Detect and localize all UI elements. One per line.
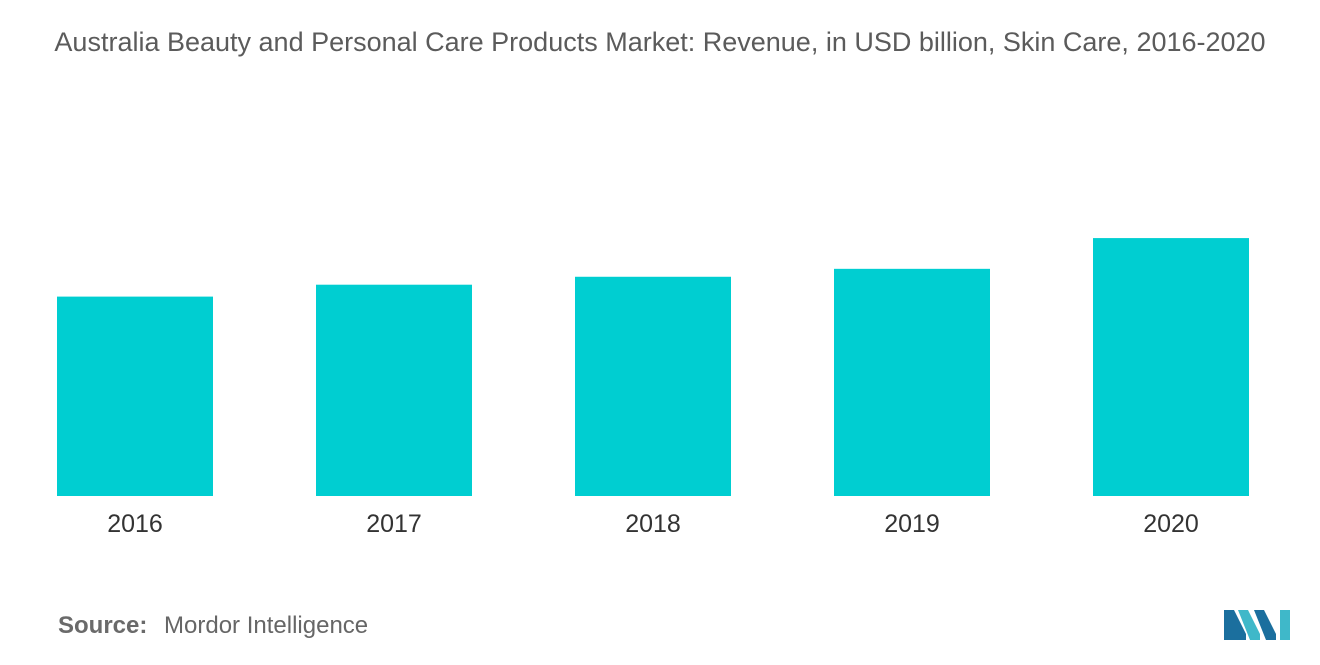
bar-2018 [575, 276, 731, 496]
bar-2017 [316, 284, 472, 496]
x-tick-label-2020: 2020 [1143, 510, 1199, 538]
bar-2019 [834, 268, 990, 496]
source-text: Mordor Intelligence [164, 612, 369, 639]
x-tick-label-2018: 2018 [625, 510, 681, 538]
mordor-intelligence-logo-icon [1224, 610, 1290, 640]
x-tick-label-2019: 2019 [884, 510, 940, 538]
source-note: Source: Mordor Intelligence [58, 612, 368, 640]
chart-title: Australia Beauty and Personal Care Produ… [54, 27, 1266, 57]
x-tick-label-2017: 2017 [366, 510, 422, 538]
x-tick-label-2016: 2016 [107, 510, 163, 538]
bar-2020 [1093, 238, 1249, 496]
bar-2016 [57, 296, 213, 496]
source-label: Source: [58, 612, 148, 639]
